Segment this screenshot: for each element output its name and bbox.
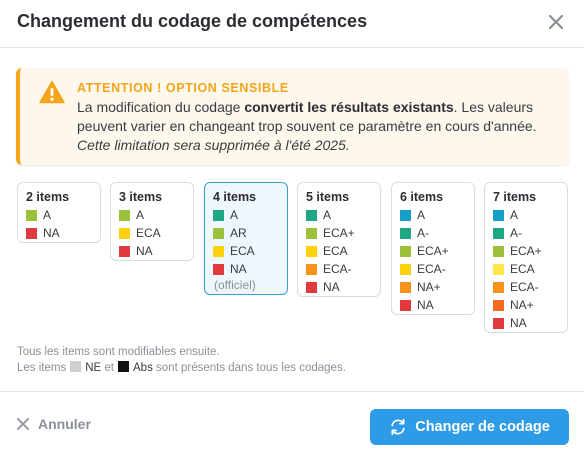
option-item: NA <box>493 314 567 332</box>
official-note: (officiel) <box>214 278 256 292</box>
color-swatch <box>400 227 411 239</box>
color-swatch <box>400 281 411 293</box>
option-item: NA+ <box>400 278 474 296</box>
option-item: NA <box>26 224 100 242</box>
color-swatch <box>306 245 317 257</box>
close-icon <box>17 418 29 430</box>
option-item: AR <box>213 224 287 242</box>
abs-swatch <box>118 360 129 372</box>
option-item: ECA <box>213 242 287 260</box>
color-swatch <box>493 209 504 221</box>
color-swatch <box>213 227 224 239</box>
warning-banner: ATTENTION ! OPTION SENSIBLE La modificat… <box>16 68 569 165</box>
option-item: A <box>400 206 474 224</box>
option-item: A- <box>400 224 474 242</box>
option-6-items[interactable]: 6 items A A- ECA+ ECA- NA+ NA <box>391 182 475 315</box>
dialog-title: Changement du codage de compétences <box>17 11 368 31</box>
option-3-items[interactable]: 3 items A ECA NA <box>110 182 194 261</box>
option-item: A <box>26 206 100 224</box>
info-note-line-2: Les items NE et Abs sont présents dans tou… <box>17 360 346 374</box>
option-4-items[interactable]: 4 items A AR ECA NA (officiel) <box>204 182 288 295</box>
option-item: ECA <box>493 260 567 278</box>
cancel-button[interactable]: Annuler <box>16 416 91 432</box>
option-item: A <box>119 206 193 224</box>
dialog-footer: Annuler Changer de codage <box>0 391 584 452</box>
color-swatch <box>493 263 504 275</box>
option-item: ECA+ <box>306 224 380 242</box>
color-swatch <box>119 245 130 257</box>
color-swatch <box>400 209 411 221</box>
color-swatch <box>213 245 224 257</box>
color-swatch <box>306 281 317 293</box>
refresh-icon <box>391 418 405 436</box>
option-item: NA <box>213 260 287 278</box>
option-item: ECA <box>119 224 193 242</box>
option-7-items[interactable]: 7 items A A- ECA+ ECA ECA- NA+ NA <box>484 182 568 333</box>
warning-text: La modification du codage convertit les … <box>77 99 537 153</box>
warning-triangle-icon <box>39 80 65 104</box>
option-item: ECA- <box>400 260 474 278</box>
option-item: NA+ <box>493 296 567 314</box>
option-item: ECA+ <box>493 242 567 260</box>
option-5-items[interactable]: 5 items A ECA+ ECA ECA- NA <box>297 182 381 297</box>
option-title: 3 items <box>119 190 163 204</box>
option-title: 2 items <box>26 190 70 204</box>
color-swatch <box>119 209 130 221</box>
dialog-header: Changement du codage de compétences <box>0 0 584 48</box>
change-coding-button[interactable]: Changer de codage <box>370 409 569 445</box>
option-title: 4 items <box>213 190 257 204</box>
color-swatch <box>306 209 317 221</box>
color-swatch <box>26 209 37 221</box>
option-item: ECA+ <box>400 242 474 260</box>
option-title: 6 items <box>400 190 444 204</box>
color-swatch <box>306 263 317 275</box>
option-title: 7 items <box>493 190 537 204</box>
option-item: NA <box>400 296 474 314</box>
option-item: ECA <box>306 242 380 260</box>
color-swatch <box>400 299 411 311</box>
option-item: A <box>493 206 567 224</box>
option-item: A- <box>493 224 567 242</box>
option-2-items[interactable]: 2 items A NA <box>17 182 101 243</box>
color-swatch <box>493 245 504 257</box>
option-item: NA <box>306 278 380 296</box>
color-swatch <box>213 209 224 221</box>
color-swatch <box>493 299 504 311</box>
option-item: A <box>213 206 287 224</box>
color-swatch <box>493 227 504 239</box>
color-swatch <box>119 227 130 239</box>
info-note-line-1: Tous les items sont modifiables ensuite. <box>17 346 220 358</box>
warning-title: ATTENTION ! OPTION SENSIBLE <box>77 81 289 95</box>
color-swatch <box>493 317 504 329</box>
color-swatch <box>493 281 504 293</box>
color-swatch <box>400 245 411 257</box>
option-title: 5 items <box>306 190 350 204</box>
color-swatch <box>213 263 224 275</box>
option-item: ECA- <box>493 278 567 296</box>
color-swatch <box>26 227 37 239</box>
option-item: NA <box>119 242 193 260</box>
option-item: ECA- <box>306 260 380 278</box>
ne-swatch <box>70 360 82 372</box>
color-swatch <box>400 263 411 275</box>
close-icon[interactable] <box>546 12 566 32</box>
option-item: A <box>306 206 380 224</box>
color-swatch <box>306 227 317 239</box>
info-note: Tous les items sont modifiables ensuite.… <box>17 345 346 376</box>
